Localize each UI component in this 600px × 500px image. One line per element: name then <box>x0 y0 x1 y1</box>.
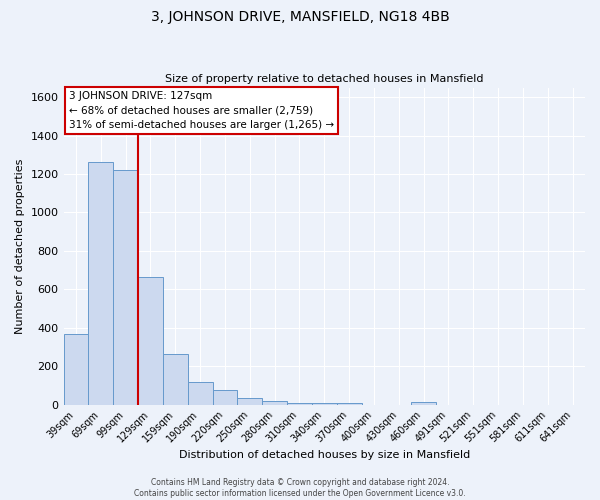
X-axis label: Distribution of detached houses by size in Mansfield: Distribution of detached houses by size … <box>179 450 470 460</box>
Text: 3 JOHNSON DRIVE: 127sqm
← 68% of detached houses are smaller (2,759)
31% of semi: 3 JOHNSON DRIVE: 127sqm ← 68% of detache… <box>69 90 334 130</box>
Text: 3, JOHNSON DRIVE, MANSFIELD, NG18 4BB: 3, JOHNSON DRIVE, MANSFIELD, NG18 4BB <box>151 10 449 24</box>
Bar <box>238 398 262 404</box>
Y-axis label: Number of detached properties: Number of detached properties <box>15 158 25 334</box>
Bar <box>64 334 88 404</box>
Bar <box>138 277 163 404</box>
Bar <box>337 402 362 404</box>
Bar <box>163 354 188 405</box>
Bar <box>287 403 312 404</box>
Bar <box>212 390 238 404</box>
Bar <box>312 402 337 404</box>
Text: Contains HM Land Registry data © Crown copyright and database right 2024.
Contai: Contains HM Land Registry data © Crown c… <box>134 478 466 498</box>
Title: Size of property relative to detached houses in Mansfield: Size of property relative to detached ho… <box>165 74 484 84</box>
Bar <box>411 402 436 404</box>
Bar <box>262 401 287 404</box>
Bar <box>88 162 113 404</box>
Bar <box>113 170 138 404</box>
Bar <box>188 382 212 404</box>
